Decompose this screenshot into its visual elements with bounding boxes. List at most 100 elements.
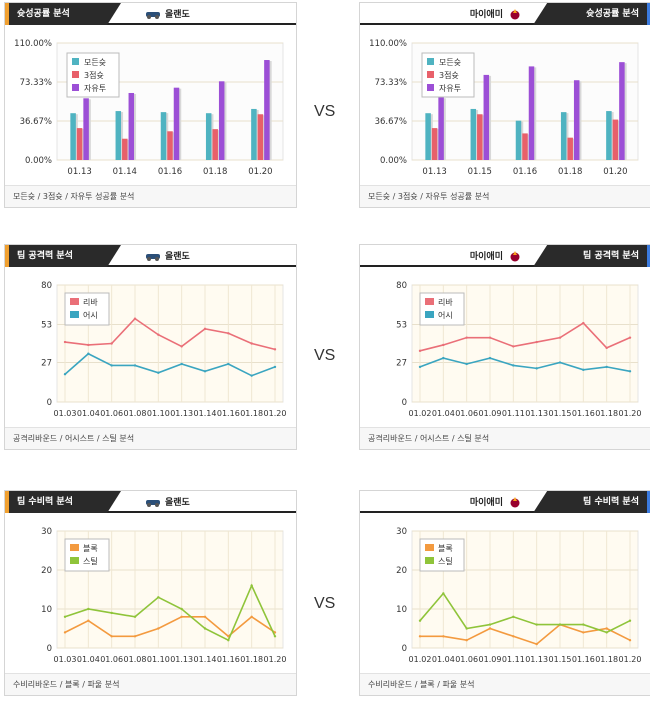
data-point: [628, 336, 632, 339]
x-tick-label: 01.14: [194, 655, 217, 664]
y-tick-label: 110.00%: [369, 39, 407, 49]
data-point: [63, 373, 67, 376]
x-tick-label: 01.14: [194, 409, 217, 418]
data-point: [582, 631, 585, 634]
x-tick-label: 01.18: [595, 655, 618, 664]
bar: [251, 108, 257, 160]
bar: [573, 80, 580, 160]
y-tick-label: 30: [396, 527, 407, 537]
team-name: 올랜도: [145, 249, 190, 262]
legend-swatch: [70, 311, 79, 318]
x-tick-label: 01.16: [572, 655, 595, 664]
y-tick-label: 0: [47, 644, 52, 654]
y-tick-label: 20: [396, 566, 407, 576]
data-point: [63, 631, 67, 634]
chart-svg: 0.00% 36.67% 73.33% 110.00% 01.13 01.15 01.16 0…: [369, 39, 639, 177]
data-point: [442, 635, 445, 638]
y-tick-label: 0.00%: [25, 156, 52, 166]
data-point: [512, 615, 515, 618]
x-tick-label: 01.20: [264, 655, 287, 664]
data-point: [605, 365, 608, 369]
y-tick-label: 20: [41, 566, 52, 576]
bar: [470, 108, 477, 160]
data-point: [110, 364, 113, 367]
x-tick-label: 01.04: [77, 655, 100, 664]
x-tick-label: 01.06: [455, 655, 478, 664]
series-line: [419, 357, 631, 373]
miami-offense-panel: 팀 공격력 분석 마이애미 0 27 53 80 01.02 01.04 01.06 01.0…: [359, 244, 650, 450]
data-point: [273, 348, 277, 351]
panel-tab-title: 팀 공격력 분석: [5, 245, 121, 267]
x-tick-label: 01.02: [409, 409, 432, 418]
miami-logo-icon: [510, 250, 520, 261]
data-point: [535, 340, 538, 344]
team-name-text: 올랜도: [165, 498, 190, 508]
data-point: [133, 615, 137, 618]
x-tick-label: 01.02: [409, 655, 432, 664]
legend-label: 블록: [438, 543, 453, 553]
legend-label: 3점슛: [439, 70, 459, 80]
x-tick-label: 01.20: [619, 409, 642, 418]
bar: [567, 137, 573, 160]
x-tick-label: 01.10: [147, 655, 170, 664]
team-name: 마이애미: [470, 249, 523, 262]
x-tick-label: 01.15: [549, 409, 572, 418]
data-point: [465, 639, 468, 642]
legend-label: 리바: [438, 297, 453, 307]
team-name-text: 마이애미: [469, 10, 503, 20]
vs-label: VS: [314, 595, 336, 612]
y-tick-label: 80: [396, 281, 407, 291]
data-point: [558, 361, 562, 364]
bar: [606, 111, 612, 160]
x-tick-label: 01.13: [170, 655, 193, 664]
series-line: [420, 623, 631, 646]
data-point: [605, 346, 608, 350]
x-tick-label: 01.11: [502, 655, 525, 664]
data-point: [582, 368, 585, 372]
bar: [70, 113, 76, 160]
panel-footer: 모든슛 / 3점슛 / 자유투 성공률 분석: [5, 185, 296, 207]
bar: [167, 131, 173, 160]
orlando-logo-icon: [146, 11, 160, 19]
data-point: [87, 619, 90, 622]
defense-line-chart: 0 10 20 30 01.02 01.04 01.06 01.09 01.11 01.13 01.…: [360, 513, 650, 673]
data-point: [442, 343, 445, 347]
legend-label: 스틸: [83, 556, 98, 566]
y-tick-label: 73.33%: [20, 78, 52, 88]
orlando-logo-icon: [146, 253, 160, 261]
panel-header: 슛성공률 분석 마이애미: [360, 3, 650, 25]
data-point: [488, 623, 492, 626]
vs-label: VS: [314, 347, 336, 364]
series-line: [64, 583, 276, 642]
y-tick-label: 0.00%: [380, 156, 407, 166]
x-tick-label: 01.09: [479, 655, 502, 664]
data-point: [465, 336, 468, 339]
panel-footer: 공격리바운드 / 어시스트 / 스틸 분석: [360, 427, 650, 449]
data-point: [418, 349, 422, 353]
legend-swatch: [425, 298, 434, 305]
bar: [205, 113, 212, 160]
data-point: [87, 352, 90, 355]
x-tick-label: 01.14: [113, 167, 137, 177]
y-tick-label: 0: [402, 398, 407, 408]
bar: [264, 60, 270, 160]
bar: [515, 120, 522, 160]
data-point: [227, 332, 230, 335]
legend-swatch: [72, 71, 79, 78]
x-tick-label: 01.16: [217, 655, 240, 664]
bar: [115, 111, 122, 160]
data-point: [418, 635, 422, 638]
x-tick-label: 01.20: [248, 167, 272, 177]
data-point: [250, 374, 253, 377]
x-tick-label: 01.13: [422, 167, 446, 177]
team-name-text: 올랜도: [165, 252, 190, 262]
y-tick-label: 30: [41, 527, 52, 537]
y-tick-label: 0: [402, 644, 407, 654]
legend-swatch: [425, 311, 434, 318]
bar: [122, 138, 128, 160]
data-point: [273, 635, 277, 638]
data-point: [442, 356, 445, 360]
x-tick-label: 01.13: [525, 409, 548, 418]
